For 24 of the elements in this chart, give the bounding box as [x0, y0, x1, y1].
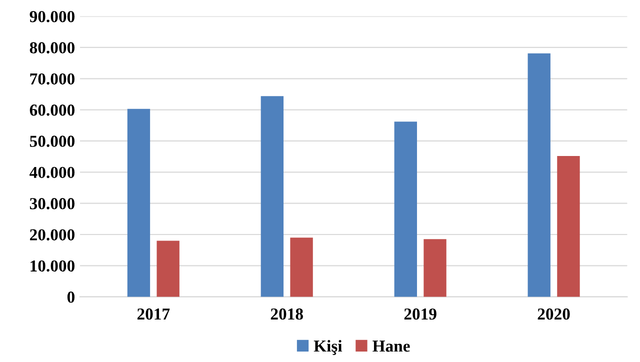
bar [394, 122, 417, 297]
x-tick-label: 2017 [137, 308, 170, 320]
y-tick-label: 70.000 [30, 73, 75, 85]
bar [127, 108, 150, 297]
y-tick-label: 30.000 [30, 198, 75, 210]
bar [156, 240, 180, 297]
x-tick-label: 2018 [270, 308, 303, 320]
y-tick-label: 50.000 [30, 136, 75, 147]
x-tick-label: 2019 [404, 308, 436, 320]
legend-label: Kişi [314, 340, 342, 355]
bar [260, 96, 284, 297]
bar [424, 239, 446, 297]
bar [290, 238, 313, 297]
y-tick-label: 0 [67, 292, 75, 303]
y-tick-label: 40.000 [30, 166, 75, 178]
bar [557, 156, 580, 297]
y-tick-label: 80.000 [30, 42, 75, 54]
y-tick-label: 10.000 [30, 260, 75, 272]
legend-label: Hane [372, 340, 410, 352]
y-tick-label: 90.000 [30, 10, 75, 22]
y-tick-label: 60.000 [30, 104, 75, 116]
y-tick-label: 20.000 [30, 229, 75, 241]
x-tick-label: 2020 [538, 308, 570, 320]
bar [528, 53, 550, 297]
